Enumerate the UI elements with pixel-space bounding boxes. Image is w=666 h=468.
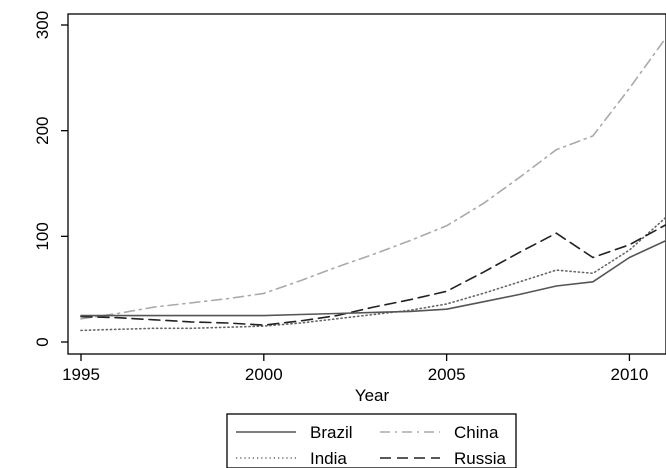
x-tick-label-2005: 2005 [428, 365, 466, 384]
series-lines [80, 36, 666, 332]
y-tick-label-0: 0 [33, 337, 52, 346]
legend-label-brazil: Brazil [310, 423, 353, 442]
legend-label-russia: Russia [454, 449, 507, 468]
y-axis: 0 100 200 300 [33, 11, 68, 347]
x-tick-label-2000: 2000 [245, 365, 283, 384]
series-line-brazil [80, 239, 666, 317]
series-line-china [80, 36, 666, 320]
y-tick-label-300: 300 [33, 11, 52, 39]
plot-frame [67, 13, 666, 355]
x-axis: 1995 2000 2005 2010 [62, 354, 648, 384]
legend-label-china: China [454, 423, 499, 442]
legend-box [226, 413, 517, 468]
series-line-russia [80, 223, 666, 326]
legend: Brazil China India Russia [226, 413, 517, 468]
series-line-india [80, 216, 666, 332]
x-tick-label-2010: 2010 [611, 365, 649, 384]
legend-label-india: India [310, 449, 347, 468]
x-axis-label: Year [355, 386, 390, 405]
x-tick-label-1995: 1995 [62, 365, 100, 384]
y-tick-label-200: 200 [33, 116, 52, 144]
y-tick-label-100: 100 [33, 222, 52, 250]
